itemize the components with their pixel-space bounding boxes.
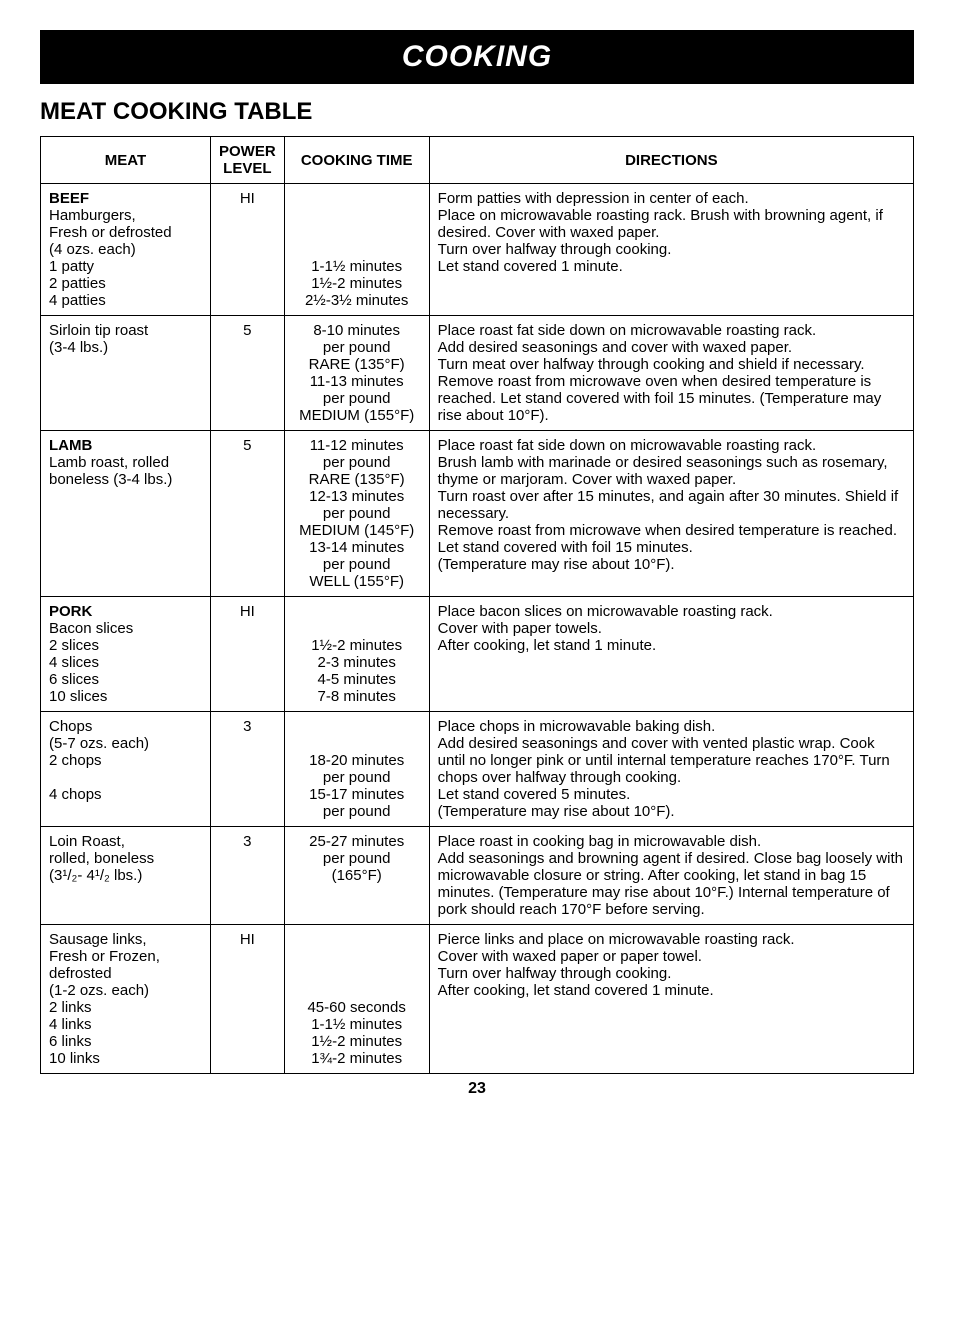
section-title: MEAT COOKING TABLE (40, 98, 914, 126)
col-header-directions: DIRECTIONS (429, 137, 913, 184)
cell-meat: Sirloin tip roast(3-4 lbs.) (41, 316, 211, 431)
cell-time: 1-1½ minutes1½-2 minutes2½-3½ minutes (284, 184, 429, 316)
cell-meat: Sausage links,Fresh or Frozen,defrosted(… (41, 925, 211, 1074)
col-header-power: POWER LEVEL (211, 137, 285, 184)
cell-meat: BEEFHamburgers,Fresh or defrosted(4 ozs.… (41, 184, 211, 316)
col-header-meat: MEAT (41, 137, 211, 184)
cell-power: HI (211, 925, 285, 1074)
cell-time: 11-12 minutesper poundRARE (135°F)12-13 … (284, 431, 429, 597)
cell-meat: PORKBacon slices2 slices4 slices6 slices… (41, 597, 211, 712)
cell-time: 18-20 minutesper pound15-17 minutesper p… (284, 712, 429, 827)
cell-directions: Place chops in microwavable baking dish.… (429, 712, 913, 827)
table-row: PORKBacon slices2 slices4 slices6 slices… (41, 597, 914, 712)
meat-cooking-table: MEAT POWER LEVEL COOKING TIME DIRECTIONS… (40, 136, 914, 1074)
cell-power: 3 (211, 712, 285, 827)
cell-meat: Chops(5-7 ozs. each)2 chops4 chops (41, 712, 211, 827)
cell-meat: LAMBLamb roast, rolledboneless (3-4 lbs.… (41, 431, 211, 597)
cell-directions: Form patties with depression in center o… (429, 184, 913, 316)
table-row: BEEFHamburgers,Fresh or defrosted(4 ozs.… (41, 184, 914, 316)
cell-directions: Place roast fat side down on microwavabl… (429, 431, 913, 597)
meat-category: LAMB (49, 437, 92, 454)
cell-time: 1½-2 minutes2-3 minutes4-5 minutes7-8 mi… (284, 597, 429, 712)
table-row: Chops(5-7 ozs. each)2 chops4 chops318-20… (41, 712, 914, 827)
cell-directions: Place bacon slices on microwavable roast… (429, 597, 913, 712)
cell-power: 5 (211, 316, 285, 431)
cell-time: 25-27 minutesper pound(165°F) (284, 827, 429, 925)
page-number: 23 (40, 1080, 914, 1098)
meat-category: PORK (49, 603, 92, 620)
cell-power: HI (211, 597, 285, 712)
cell-power: 3 (211, 827, 285, 925)
cell-power: 5 (211, 431, 285, 597)
cell-power: HI (211, 184, 285, 316)
page-header: COOKING (40, 30, 914, 84)
cell-directions: Place roast in cooking bag in microwavab… (429, 827, 913, 925)
meat-category: BEEF (49, 190, 89, 207)
cell-directions: Pierce links and place on microwavable r… (429, 925, 913, 1074)
table-header-row: MEAT POWER LEVEL COOKING TIME DIRECTIONS (41, 137, 914, 184)
cell-directions: Place roast fat side down on microwavabl… (429, 316, 913, 431)
table-row: LAMBLamb roast, rolledboneless (3-4 lbs.… (41, 431, 914, 597)
table-row: Sirloin tip roast(3-4 lbs.)58-10 minutes… (41, 316, 914, 431)
table-row: Loin Roast,rolled, boneless(3¹/₂- 4¹/₂ l… (41, 827, 914, 925)
cell-meat: Loin Roast,rolled, boneless(3¹/₂- 4¹/₂ l… (41, 827, 211, 925)
cell-time: 8-10 minutesper poundRARE (135°F)11-13 m… (284, 316, 429, 431)
cell-time: 45-60 seconds1-1½ minutes1½-2 minutes1¾-… (284, 925, 429, 1074)
table-row: Sausage links,Fresh or Frozen,defrosted(… (41, 925, 914, 1074)
col-header-time: COOKING TIME (284, 137, 429, 184)
